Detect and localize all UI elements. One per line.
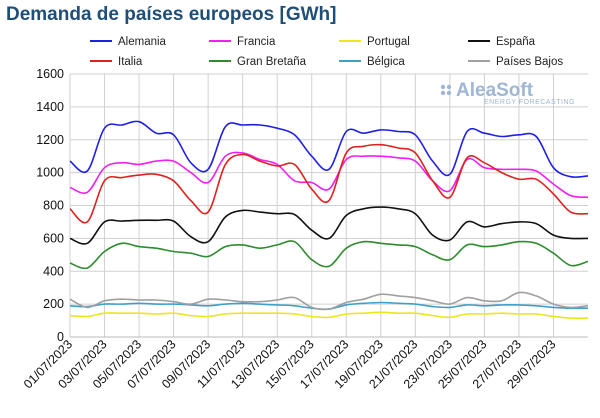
y-tick-label: 600 [43,231,64,245]
legend-label-italia: Italia [118,56,143,68]
y-tick-label: 800 [43,199,64,213]
legend-label-belgica: Bélgica [367,56,405,68]
series-line-paises-bajos [69,291,589,311]
y-axis: 0 200 400 600 800 1000 1200 1400 1600 [36,67,64,344]
aleasoft-logo: AleaSoft ENERGY FORECASTING [440,80,575,106]
grid-layer [69,73,588,338]
x-axis: 01/07/202303/07/202305/07/202307/07/2023… [21,337,559,391]
legend: Alemania Francia Portugal España Italia Gran … [90,36,563,68]
y-tick-label: 1000 [36,166,64,180]
y-tick-label: 1200 [36,133,64,147]
legend-label-portugal: Portugal [367,36,410,48]
y-tick-label: 0 [57,330,64,344]
series-line-francia [69,151,589,199]
legend-label-gran-bretana: Gran Bretaña [237,56,307,68]
chart-title: Demanda de países europeos [GWh] [6,4,337,25]
logo-subtext: ENERGY FORECASTING [484,99,575,106]
series-line-belgica [69,301,589,311]
y-tick-label: 1600 [36,67,64,81]
y-tick-label: 200 [43,297,64,311]
series-line-gran-bretana [69,240,589,270]
series-line-espana [69,206,589,245]
legend-label-espana: España [496,36,536,48]
y-tick-label: 400 [43,264,64,278]
series-layer [69,120,589,320]
legend-label-francia: Francia [237,36,276,48]
legend-label-paises-bajos: Países Bajos [496,56,563,68]
logo-text: AleaSoft [456,80,534,101]
legend-label-alemania: Alemania [118,36,167,48]
series-line-alemania [69,120,589,178]
series-line-italia [69,143,589,224]
y-tick-label: 1400 [36,100,64,114]
series-line-portugal [69,311,589,320]
